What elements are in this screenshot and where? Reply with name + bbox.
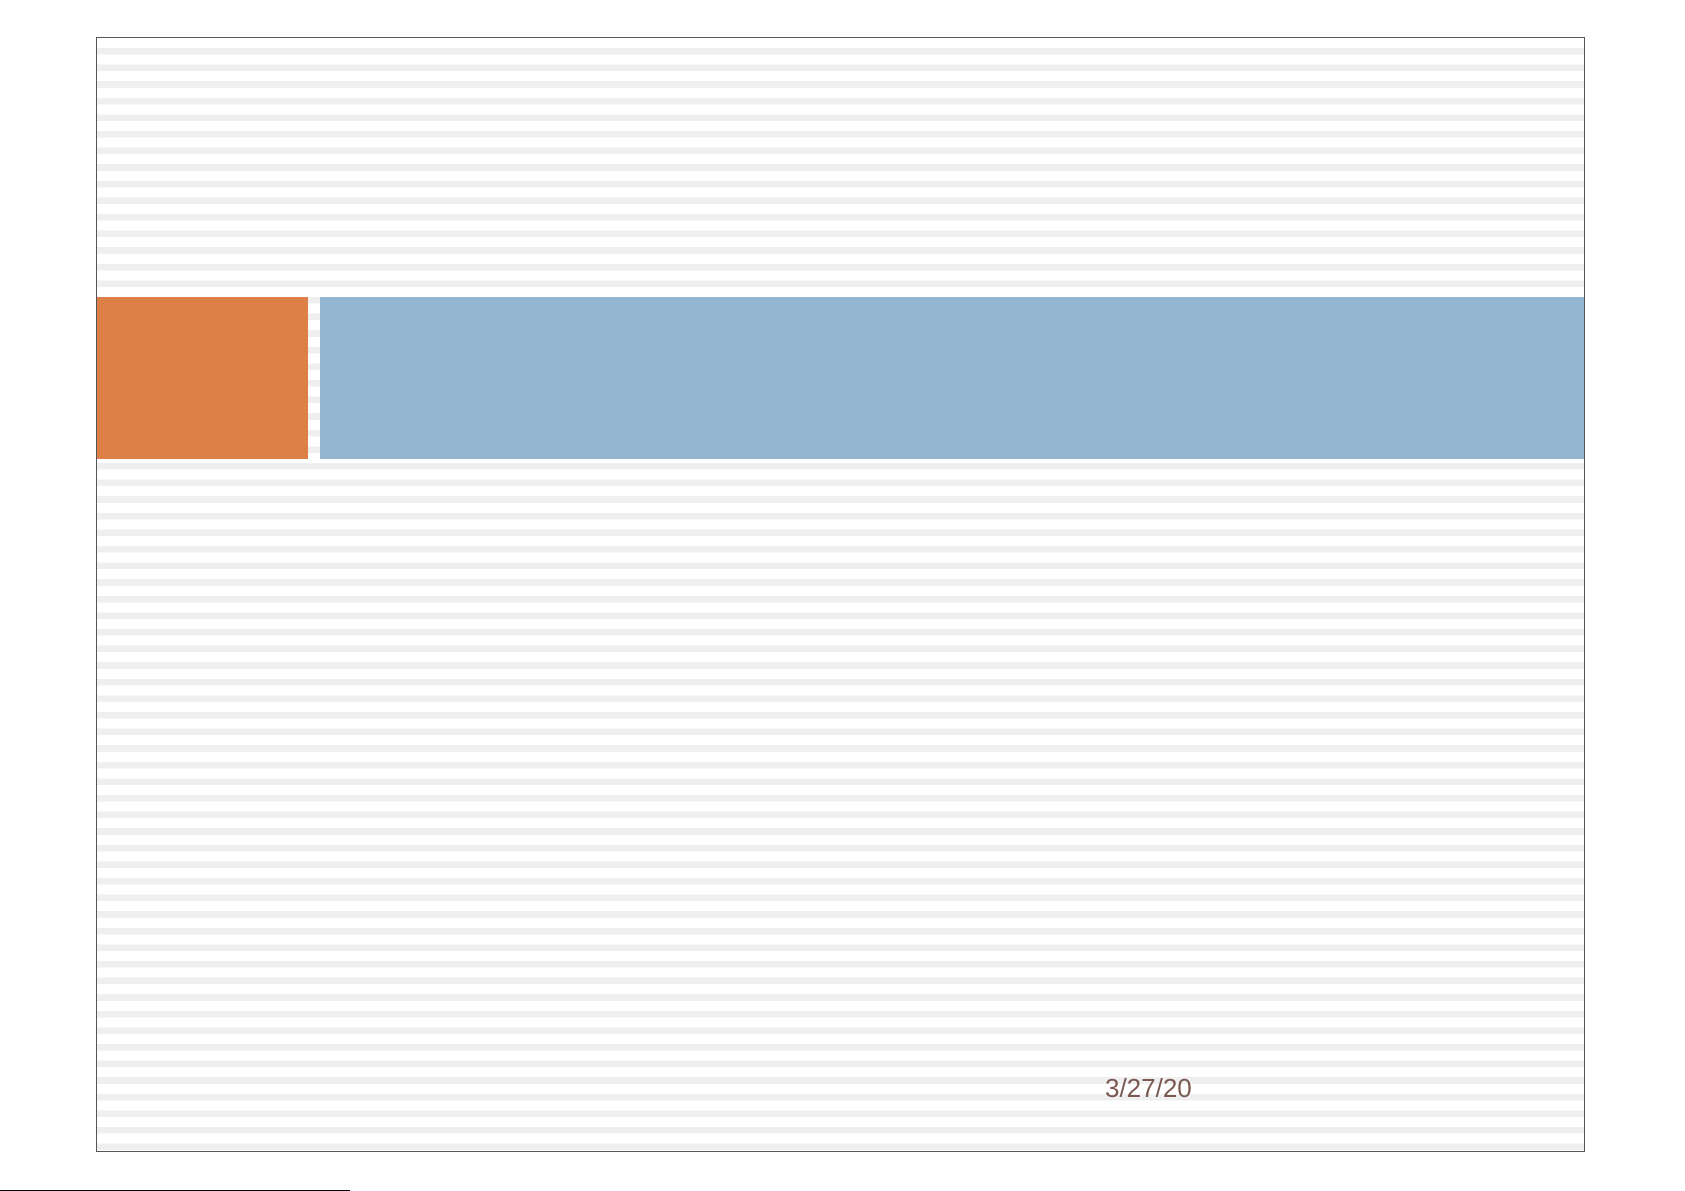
slide-date: 3/27/20 [1105, 1073, 1192, 1103]
accent-block [97, 297, 308, 459]
slide: 3/27/20 [96, 37, 1585, 1152]
title-band [320, 297, 1584, 459]
